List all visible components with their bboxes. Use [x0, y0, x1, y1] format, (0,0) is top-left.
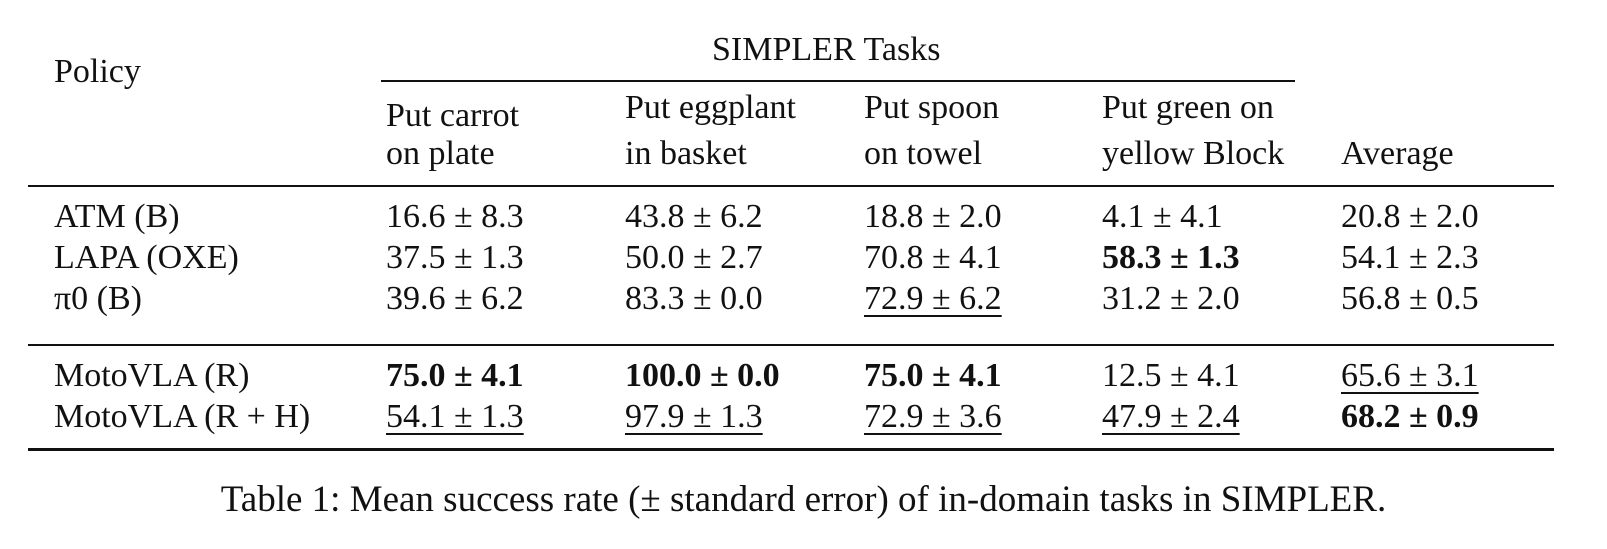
table-cell-second: 72.9 ± 3.6	[864, 398, 1002, 435]
task-header-2-line1: Put eggplant	[625, 89, 796, 126]
header-bottom-rule	[28, 185, 1554, 187]
table-cell: 16.6 ± 8.3	[386, 198, 524, 235]
policy-name: MotoVLA (R + H)	[54, 398, 311, 435]
task-header-4-line1: Put green on	[1102, 89, 1274, 126]
policy-name: LAPA (OXE)	[54, 239, 239, 276]
table-cell: 39.6 ± 6.2	[386, 280, 524, 317]
task-header-1-line2: on plate	[386, 135, 495, 172]
table-cell: 50.0 ± 2.7	[625, 239, 763, 276]
table-cell: 56.8 ± 0.5	[1341, 280, 1479, 317]
table-cell: 43.8 ± 6.2	[625, 198, 763, 235]
group-header-rule	[381, 80, 1295, 82]
table-cell-second: 97.9 ± 1.3	[625, 398, 763, 435]
policy-name: MotoVLA (R)	[54, 357, 250, 394]
table-cell: 12.5 ± 4.1	[1102, 357, 1240, 394]
table-cell-second: 54.1 ± 1.3	[386, 398, 524, 435]
task-header-2-line2: in basket	[625, 135, 747, 172]
table-cell: 18.8 ± 2.0	[864, 198, 1002, 235]
table-cell-best: 75.0 ± 4.1	[864, 357, 1002, 394]
policy-header: Policy	[54, 53, 141, 90]
table-cell-best: 58.3 ± 1.3	[1102, 239, 1240, 276]
table-caption: Table 1: Mean success rate (± standard e…	[220, 479, 1387, 520]
table-cell: 20.8 ± 2.0	[1341, 198, 1479, 235]
table-cell: 83.3 ± 0.0	[625, 280, 763, 317]
table-cell: 54.1 ± 2.3	[1341, 239, 1479, 276]
table-cell-second: 72.9 ± 6.2	[864, 280, 1002, 317]
table-cell: 70.8 ± 4.1	[864, 239, 1002, 276]
task-header-3-line1: Put spoon	[864, 89, 1000, 126]
table-cell: 4.1 ± 4.1	[1102, 198, 1223, 235]
policy-name: π0 (B)	[54, 280, 142, 317]
table-cell-second: 65.6 ± 3.1	[1341, 357, 1479, 394]
table-cell: 31.2 ± 2.0	[1102, 280, 1240, 317]
group-header: SIMPLER Tasks	[712, 31, 941, 68]
table-cell-best: 68.2 ± 0.9	[1341, 398, 1479, 435]
table-cell: 37.5 ± 1.3	[386, 239, 524, 276]
table-cell-best: 100.0 ± 0.0	[625, 357, 780, 394]
task-header-4-line2: yellow Block	[1102, 135, 1285, 172]
average-header: Average	[1341, 135, 1454, 172]
policy-name: ATM (B)	[54, 198, 180, 235]
table-cell-second: 47.9 ± 2.4	[1102, 398, 1240, 435]
group-separator-rule	[28, 344, 1554, 346]
task-header-1-line1: Put carrot	[386, 97, 520, 134]
task-header-3-line2: on towel	[864, 135, 983, 172]
table-cell-best: 75.0 ± 4.1	[386, 357, 524, 394]
table-bottom-rule	[28, 448, 1554, 451]
